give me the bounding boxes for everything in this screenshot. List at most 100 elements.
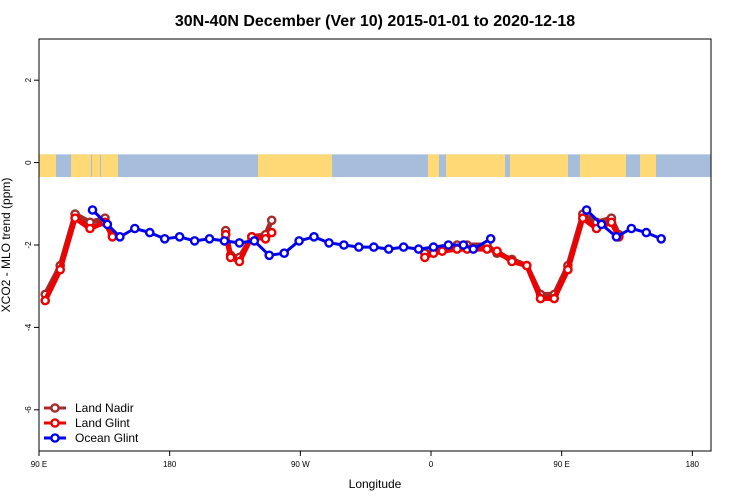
- y-tick-label: 0: [24, 160, 33, 165]
- legend-item: Ocean Glint: [44, 431, 139, 445]
- data-point: [596, 219, 607, 230]
- axes-group: 90 E 180 90 W 0 90 E 180 -6 -4 -2 0 2: [24, 77, 699, 469]
- data-point: [309, 231, 319, 242]
- data-point: [234, 238, 245, 248]
- data-point: [107, 231, 118, 242]
- legend-label: Land Nadir: [75, 401, 134, 415]
- data-point: [266, 215, 277, 226]
- data-point: [578, 213, 588, 223]
- map-land-region: [640, 154, 656, 178]
- x-tick-label: 90 E: [553, 460, 569, 469]
- map-land-region: [92, 154, 100, 178]
- map-land-region: [101, 154, 118, 178]
- y-axis-label: XCO2 - MLO trend (ppm): [0, 178, 13, 313]
- legend-item: Land Nadir: [44, 401, 134, 415]
- x-tick-label: 90 E: [31, 460, 47, 469]
- data-point: [70, 213, 80, 223]
- map-land-region: [510, 154, 568, 178]
- series-ocean-glint: [87, 205, 667, 261]
- map-land-region: [580, 154, 626, 178]
- data-point: [249, 236, 260, 246]
- data-point: [87, 205, 98, 215]
- data-point: [279, 248, 290, 258]
- data-point: [339, 240, 349, 250]
- data-point: [428, 242, 439, 252]
- map-land-region: [258, 154, 332, 178]
- y-tick-label: -4: [24, 323, 33, 331]
- x-tick-label: 180: [686, 460, 700, 469]
- data-point: [522, 260, 532, 271]
- data-point: [225, 252, 236, 263]
- chart-title: 30N-40N December (Ver 10) 2015-01-01 to …: [175, 13, 575, 30]
- data-point: [383, 244, 394, 254]
- legend-item: Land Glint: [44, 416, 130, 430]
- data-point: [264, 250, 275, 261]
- data-point: [159, 233, 170, 244]
- data-point: [174, 231, 185, 242]
- series-group: [40, 205, 667, 306]
- data-point: [437, 246, 448, 256]
- data-point: [443, 240, 454, 250]
- data-point: [492, 246, 502, 256]
- x-tick-label: 180: [163, 460, 177, 469]
- data-point: [413, 244, 424, 254]
- x-tick-label: 90 W: [291, 460, 310, 469]
- map-land-region: [71, 154, 91, 178]
- data-point: [485, 233, 496, 244]
- data-point: [507, 256, 517, 267]
- series-line: [91, 208, 492, 257]
- data-point: [611, 231, 622, 242]
- data-point: [294, 236, 304, 246]
- legend-swatch-marker: [50, 403, 60, 413]
- data-point: [563, 264, 573, 275]
- data-point: [482, 244, 492, 254]
- legend-swatch-marker: [50, 433, 60, 443]
- data-point: [189, 236, 200, 246]
- series-line: [423, 215, 622, 302]
- data-point: [204, 233, 215, 244]
- x-axis-label: Longitude: [349, 477, 402, 491]
- legend-swatch-marker: [50, 418, 60, 428]
- map-land-region: [446, 154, 505, 178]
- data-point: [234, 256, 245, 267]
- chart-title-group: 30N-40N December (Ver 10) 2015-01-01 to …: [175, 13, 575, 30]
- data-point: [144, 227, 155, 238]
- legend-label: Land Glint: [75, 416, 130, 430]
- legend-label: Ocean Glint: [75, 431, 139, 445]
- map-land-region: [428, 154, 439, 178]
- y-tick-label: -6: [24, 406, 33, 414]
- data-point: [626, 223, 637, 234]
- data-point: [129, 223, 140, 234]
- data-point: [55, 264, 66, 275]
- data-point: [324, 238, 334, 248]
- data-point: [40, 295, 51, 306]
- y-tick-label: -2: [24, 241, 33, 249]
- data-point: [656, 233, 667, 244]
- data-point: [353, 242, 364, 252]
- data-point: [581, 205, 592, 215]
- series-land-glint: [40, 213, 624, 306]
- x-tick-label: 0: [429, 460, 434, 469]
- data-point: [219, 236, 230, 246]
- map-land-region: [39, 154, 56, 178]
- data-point: [115, 231, 125, 242]
- y-tick-label: 2: [24, 77, 33, 82]
- data-point: [398, 242, 409, 252]
- series-line: [42, 215, 115, 302]
- data-point: [458, 240, 469, 250]
- data-point: [549, 293, 560, 304]
- data-point: [641, 227, 652, 238]
- data-point: [419, 252, 430, 263]
- data-point: [102, 219, 113, 230]
- data-point: [266, 227, 277, 238]
- data-point: [606, 217, 617, 228]
- data-point: [535, 293, 546, 304]
- data-point: [468, 244, 479, 254]
- data-point: [368, 242, 379, 252]
- world-map-band: [39, 154, 711, 178]
- data-point: [260, 233, 271, 244]
- data-point: [85, 223, 95, 234]
